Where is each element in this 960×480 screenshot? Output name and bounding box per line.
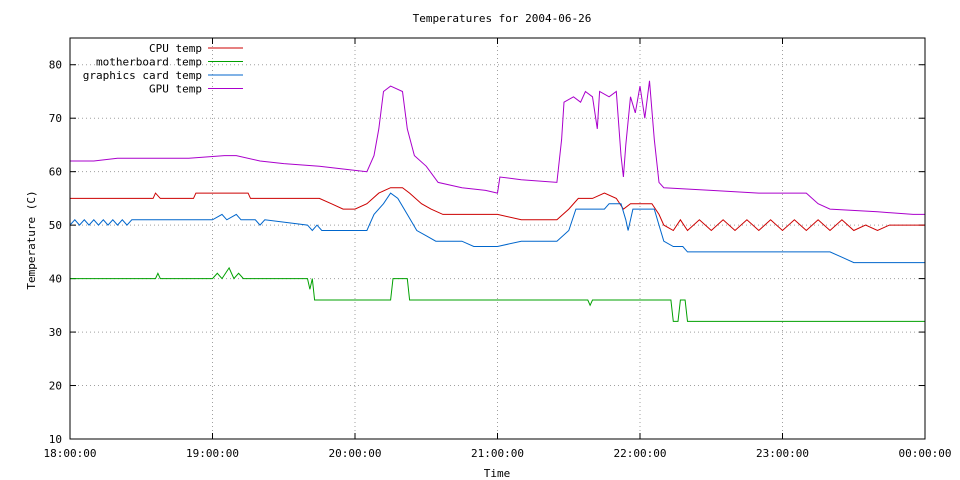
y-tick-label: 10 — [49, 433, 62, 446]
y-tick-label: 60 — [49, 166, 62, 179]
y-tick-label: 50 — [49, 219, 62, 232]
grid — [70, 38, 925, 439]
y-tick-label: 80 — [49, 59, 62, 72]
legend-label-cpu-temp: CPU temp — [149, 42, 202, 55]
legend-label-graphics-card-temp: graphics card temp — [83, 69, 202, 82]
x-tick-label: 22:00:00 — [614, 447, 667, 460]
plot-frame — [69, 37, 926, 440]
x-tick-label: 18:00:00 — [44, 447, 97, 460]
x-tick-label: 20:00:00 — [329, 447, 382, 460]
series-line-graphics-card-temp — [69, 192, 925, 264]
x-tick-label: 23:00:00 — [756, 447, 809, 460]
y-axis-label: Temperature (C) — [25, 190, 38, 289]
x-axis-tick-labels: 18:00:00 19:00:00 20:00:00 21:00:00 22:00:00… — [44, 447, 952, 460]
legend-label-gpu-temp: GPU temp — [149, 83, 202, 96]
x-axis-label: Time — [484, 467, 511, 480]
series-line-cpu-temp — [70, 187, 925, 232]
x-tick-label: 19:00:00 — [186, 447, 239, 460]
x-tick-label: 21:00:00 — [471, 447, 524, 460]
series-line-motherboard-temp — [70, 266, 925, 322]
y-tick-label: 40 — [49, 273, 62, 286]
y-tick-label: 20 — [49, 380, 62, 393]
series-line-gpu-temp — [70, 80, 925, 215]
series-lines — [69, 80, 925, 322]
y-axis-tick-labels: 10 20 30 40 50 60 70 80 — [49, 59, 62, 446]
chart-title: Temperatures for 2004-06-26 — [413, 12, 592, 25]
x-tick-label: 00:00:00 — [899, 447, 952, 460]
y-tick-label: 70 — [49, 112, 62, 125]
y-tick-label: 30 — [49, 326, 62, 339]
legend-label-motherboard-temp: motherboard temp — [96, 56, 202, 69]
